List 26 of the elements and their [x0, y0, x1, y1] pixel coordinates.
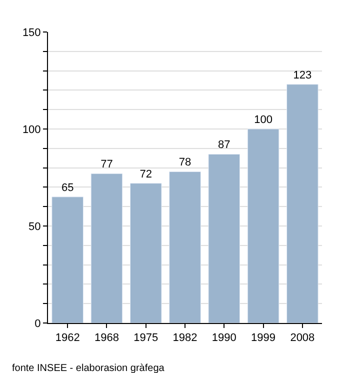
bar — [169, 171, 201, 323]
data-label: 72 — [140, 168, 152, 180]
bar — [52, 196, 84, 323]
x-tick-label: 1982 — [172, 332, 198, 344]
bar — [90, 173, 123, 323]
source-note: fonte INSEE - elaborasion gràfega — [12, 363, 165, 373]
y-tick-label: 0 — [34, 318, 41, 330]
data-label: 77 — [100, 158, 113, 171]
data-label: 65 — [61, 182, 74, 194]
bar — [130, 183, 162, 323]
data-label: 87 — [218, 139, 230, 152]
x-tick-label: 1990 — [212, 332, 236, 344]
x-tick-label: 2008 — [290, 332, 315, 344]
data-label: 100 — [254, 114, 272, 126]
x-tick-label: 1999 — [251, 332, 276, 344]
y-tick-label: 100 — [22, 124, 41, 136]
x-tick-label: 1975 — [134, 332, 158, 344]
data-label: 78 — [178, 156, 192, 169]
y-tick-label: 50 — [28, 220, 41, 233]
x-tick-label: 1968 — [94, 332, 119, 344]
data-label: 123 — [293, 69, 312, 82]
bar — [208, 154, 240, 323]
y-tick-label: 150 — [22, 26, 41, 39]
x-tick-label: 1962 — [55, 332, 80, 344]
bar — [247, 128, 280, 323]
bar — [286, 84, 318, 323]
